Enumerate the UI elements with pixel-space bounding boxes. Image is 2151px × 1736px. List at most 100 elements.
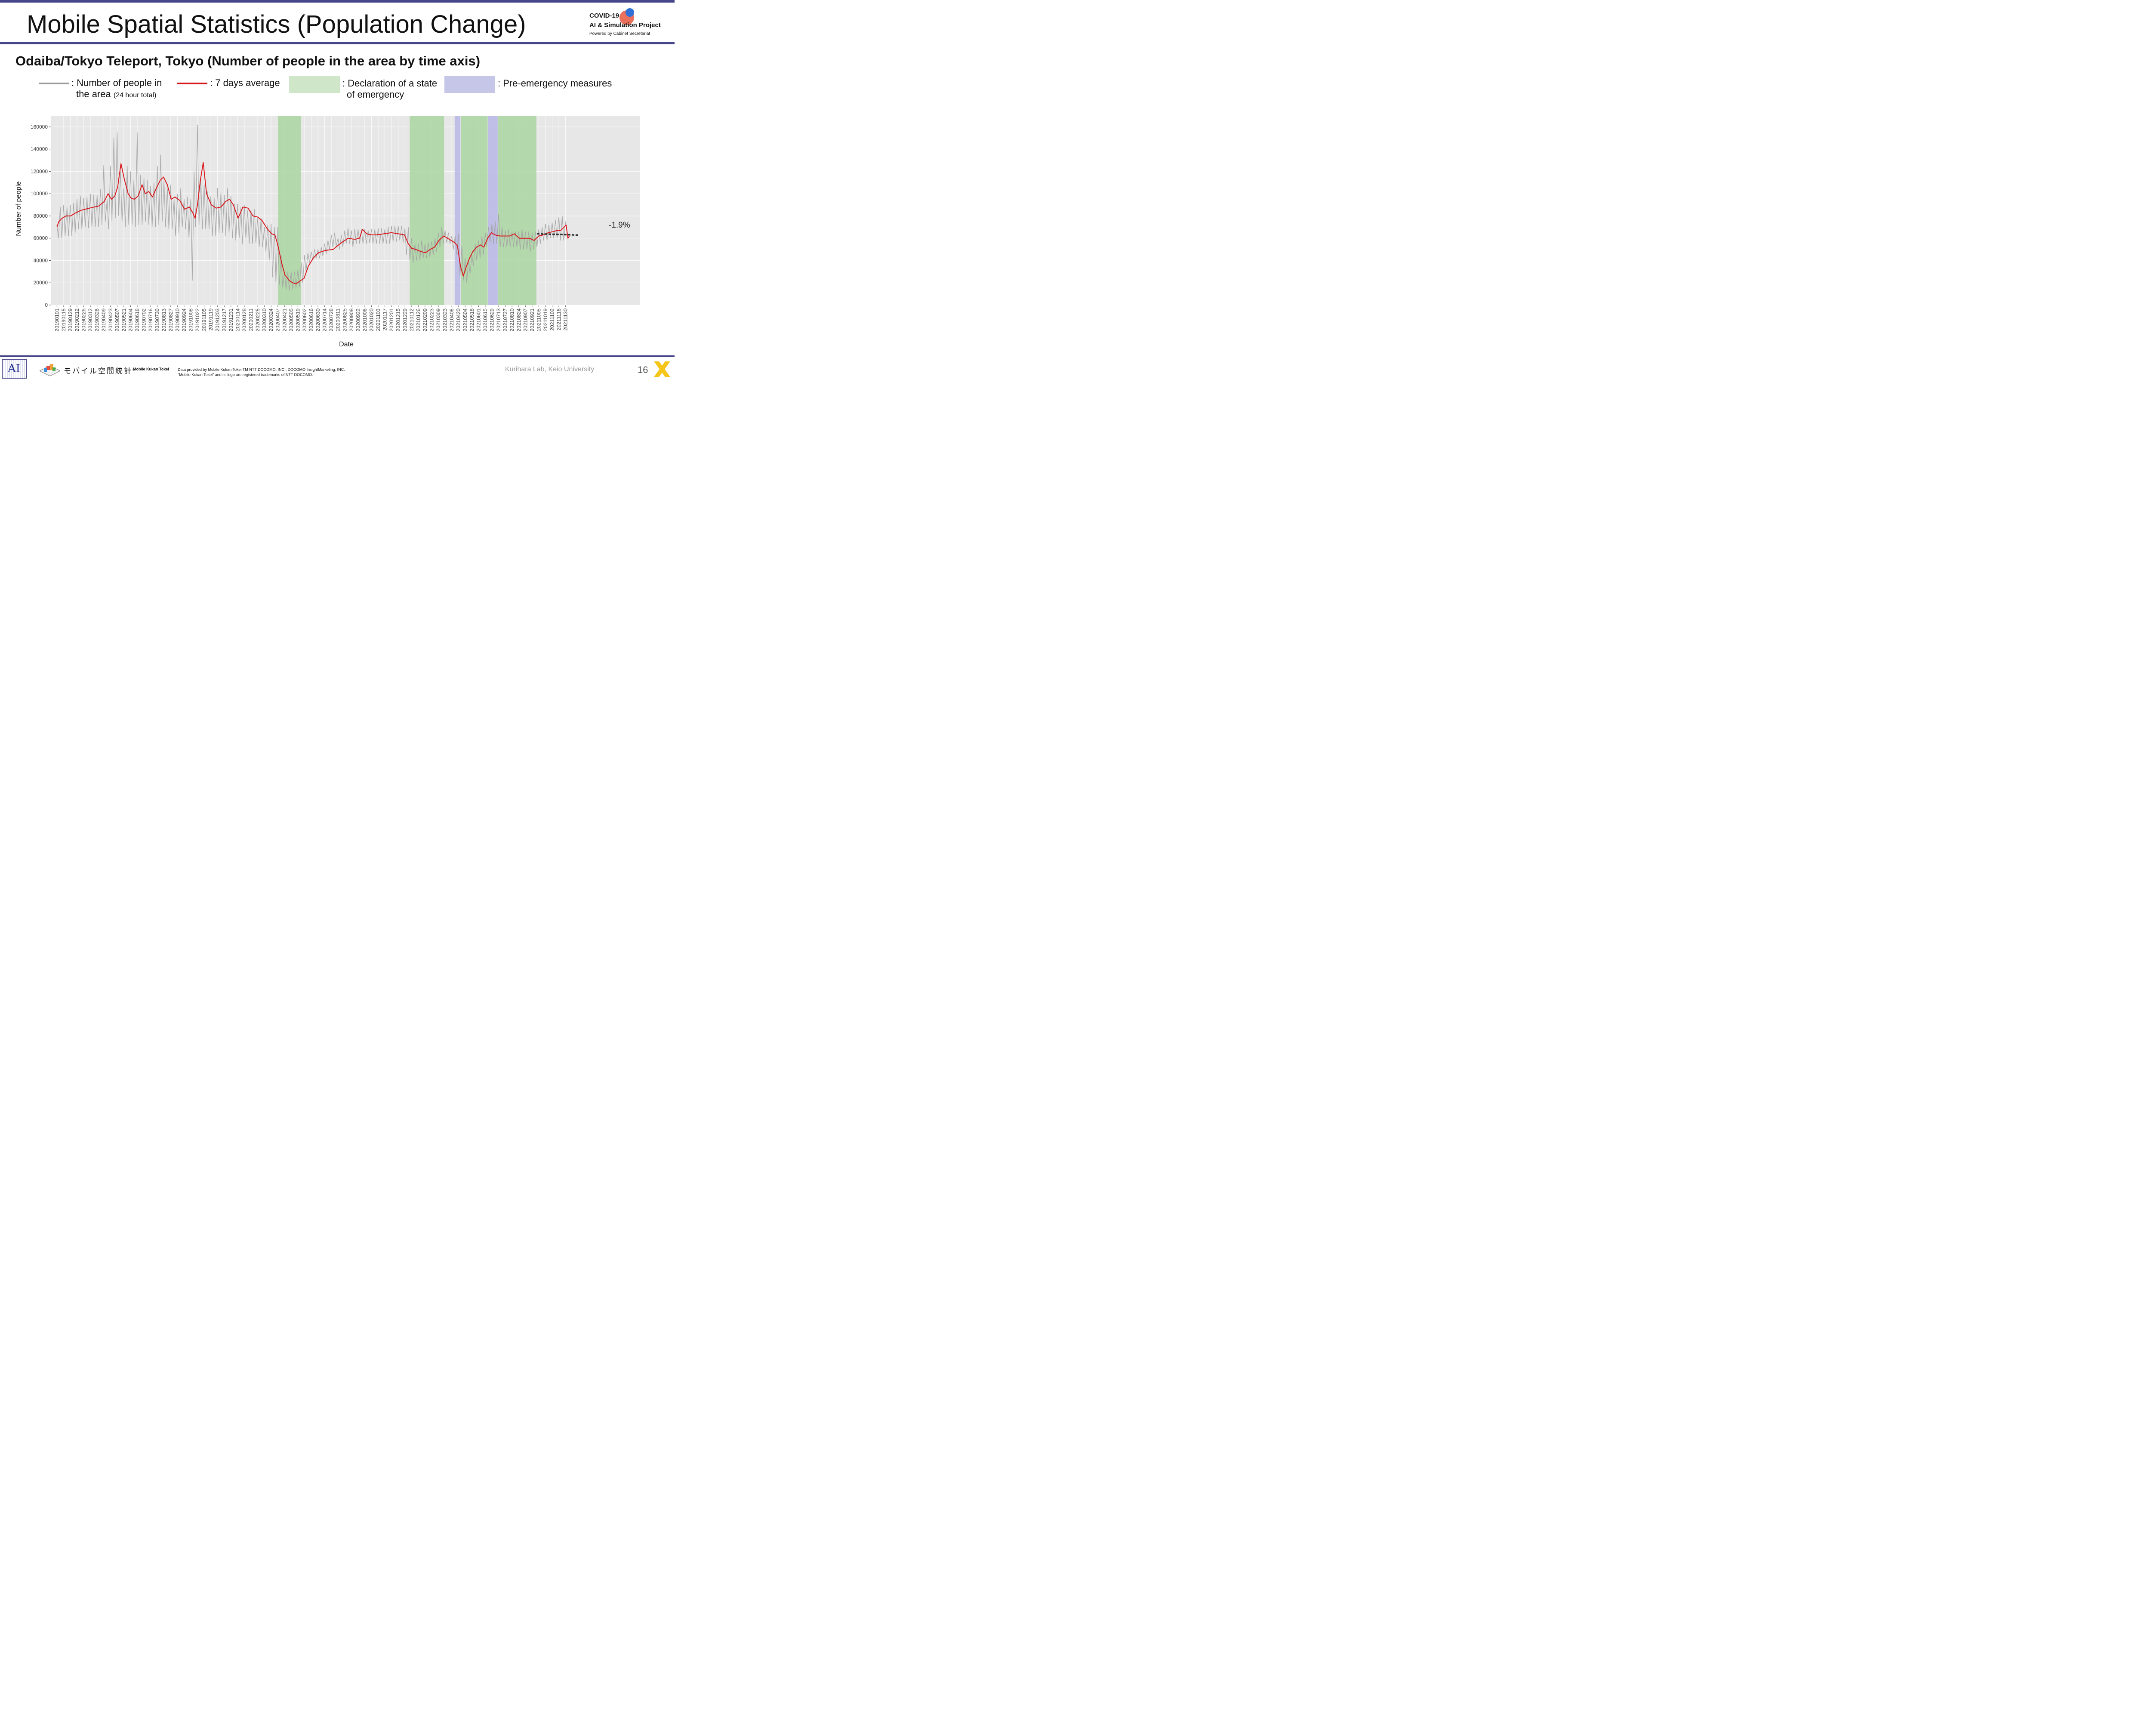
x-tick-label: 20190226 [81,308,87,332]
x-tick-label: 20190312 [87,308,93,332]
x-tick-label: 20211130 [563,308,569,331]
x-tick-label: 20200310 [262,308,268,332]
kurihara-lab-logo: AI [2,359,27,379]
x-tick-label: 20210907 [522,308,528,332]
seven-day-average-line [56,162,570,284]
x-tick-label: 20211005 [536,308,542,331]
x-tick-label: 20200602 [302,308,308,332]
mobile-kukan-tokei-jp: モバイル空間統計® [64,365,136,376]
x-tick-label: 20200825 [342,308,348,332]
x-tick-label: 20210406 [449,308,455,332]
legend-label-pre-emergency: : Pre-emergency measures [498,78,612,89]
x-tick-label: 20201229 [402,308,408,332]
x-tick-label: 20191231 [228,308,234,332]
chart-legend: : Number of people in the area (24 hour … [0,74,675,104]
legend-swatch-emergency [289,76,340,93]
x-tick-label: 20210810 [509,308,515,332]
x-tick-label: 20190115 [61,308,67,331]
x-tick-label: 20200616 [308,308,314,332]
x-tick-label: 20190924 [181,308,187,332]
y-tick-label: 20000 [34,280,48,286]
x-tick-label: 20200519 [295,308,301,332]
x-tick-label: 20200811 [335,308,341,331]
y-tick-label: 0 [45,302,48,308]
x-tick-label: 20210420 [456,308,462,332]
chart-subtitle: Odaiba/Tokyo Teleport, Tokyo (Number of … [15,53,481,68]
x-tick-label: 20190326 [94,308,100,332]
x-tick-label: 20210209 [422,308,428,332]
x-tick-label: 20210223 [429,308,435,332]
x-tick-label: 20210713 [496,308,502,332]
logo-line-3: Powered by Cabinet Secretariat [589,31,650,36]
x-tick-label: 20210921 [529,308,535,332]
x-tick-label: 20200728 [328,308,334,332]
data-credit-line-2: "Mobile Kukan Tokei" and its logo are re… [178,373,313,377]
emergency-period [461,116,488,305]
x-tick-label: 20191203 [215,308,221,332]
page-number: 16 [638,364,648,375]
x-tick-label: 20191217 [221,308,227,332]
emergency-period [410,116,444,305]
x-tick-label: 20200211 [248,308,254,331]
x-tick-label: 20210727 [502,308,508,332]
x-tick-label: 20190604 [127,308,133,332]
x-tick-label: 20201103 [375,308,381,331]
population-chart-svg: -1.9% 0 20000 40000 60000 80000 100000 120000 14… [15,116,640,348]
emergency-period [277,116,301,305]
x-tick-label: 20190507 [114,308,120,332]
y-tick-label: 100000 [31,191,48,197]
x-tick-label: 20201215 [395,308,401,332]
x-tick-label: 20200324 [268,308,274,332]
mobile-kukan-tokei-en: Mobile Kukan Tokei [133,367,169,371]
x-tick-label: 20210309 [435,308,441,332]
x-tick-label: 20190129 [67,308,73,332]
x-tick-label: 20190521 [121,308,127,332]
population-chart: -1.9% 0 20000 40000 60000 80000 100000 120000 14… [0,110,675,351]
logo-blue-circle [626,8,634,17]
x-tick-label: 20200421 [281,308,287,332]
legend-label-emergency-2: of emergency [347,89,404,100]
covid-project-logo: COVID-19 AI & Simulation Project Powered… [589,8,671,40]
x-tick-label: 20190423 [108,308,114,332]
trend-annotation: -1.9% [609,221,630,230]
x-tick-label: 20200714 [322,308,328,332]
legend-swatch-pre-emergency [444,76,495,93]
emergency-period [498,116,536,305]
y-axis-label: Number of people [15,181,22,236]
x-tick-label: 20210601 [475,308,481,332]
x-tick-label: 20201201 [388,308,394,332]
registered-mark: ® [133,368,136,372]
x-tick-label: 20191119 [208,308,214,331]
x-tick-label: 20200505 [288,308,294,332]
x-tick-label: 20190409 [101,308,107,332]
y-tick-label: 140000 [31,146,48,152]
legend-swatch-average [177,83,207,84]
header-divider [0,42,675,44]
x-tick-label: 20210323 [442,308,448,332]
x-tick-label: 20211019 [542,308,549,331]
lab-name: Kurihara Lab, Keio University [505,366,595,373]
x-tick-label: 20191105 [201,308,207,331]
x-tick-label: 20200128 [241,308,247,332]
top-accent-bar [0,0,675,3]
x-tick-label: 20210112 [409,308,415,331]
x-tick-label: 20210629 [489,308,495,332]
x-tick-label: 20191008 [188,308,194,332]
x-tick-label: 20190702 [141,308,147,332]
x-tick-label: 20201006 [362,308,368,332]
legend-label-daily-1: : Number of people in [71,77,162,88]
x-tick-label: 20190730 [154,308,160,332]
x-tick-label: 20201117 [382,308,388,331]
logo-line-1: COVID-19 [589,12,619,19]
y-tick-label: 40000 [34,257,48,263]
x-tick-label: 20211102 [549,308,555,331]
x-tick-label: 20210518 [469,308,475,332]
data-credit: Data provided by Mobile Kukan Tokei TM N… [178,367,345,377]
legend-swatch-daily [39,83,69,84]
y-tick-label: 60000 [34,235,48,241]
footer-divider [0,355,675,357]
x-logo-icon [654,361,670,377]
mobile-kukan-tokei-icon [40,364,60,376]
y-tick-label: 80000 [34,213,48,219]
mobile-kukan-tokei-jp-text: モバイル空間統計 [64,367,133,375]
